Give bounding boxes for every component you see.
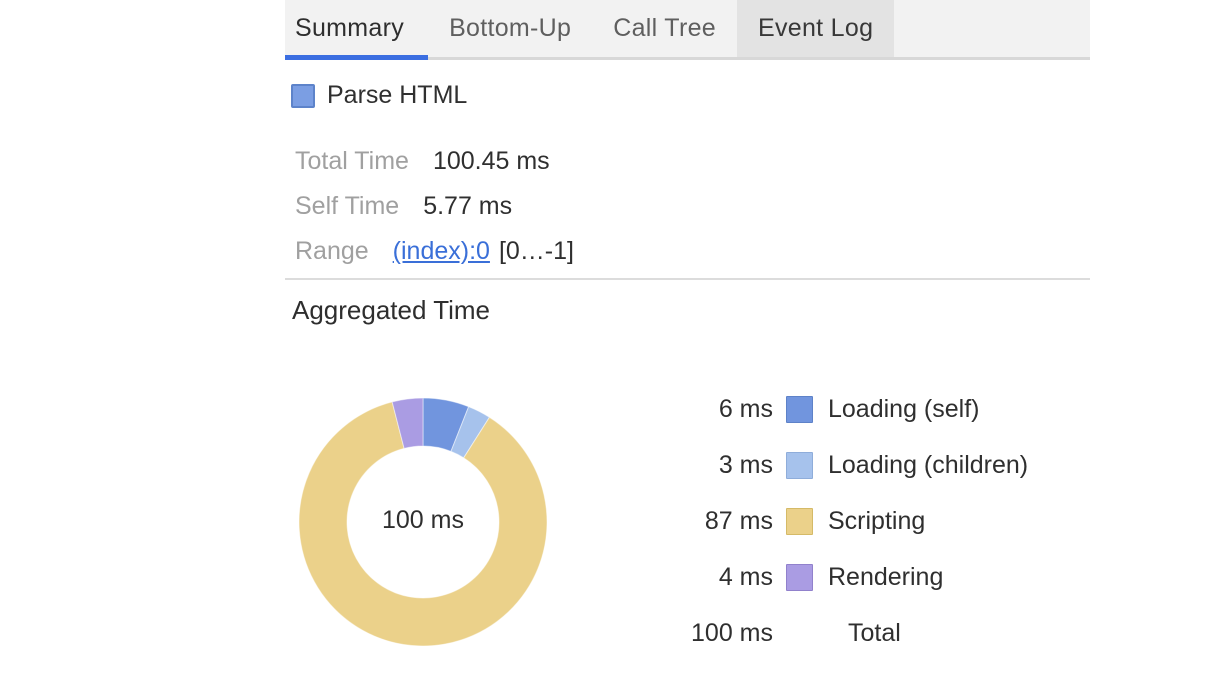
pie-slice-rendering bbox=[391, 397, 424, 449]
legend-label: Loading (children) bbox=[828, 450, 1029, 479]
legend-swatch-icon bbox=[786, 563, 813, 591]
legend-value: 3 ms bbox=[718, 450, 773, 479]
tab-bottom-up[interactable]: Bottom-Up bbox=[449, 14, 572, 42]
section-divider bbox=[285, 278, 1090, 280]
aggregated-time-title: Aggregated Time bbox=[292, 295, 491, 325]
total-time-label: Total Time bbox=[295, 147, 409, 175]
devtools-summary-panel: Summary Bottom-Up Call Tree Event Log Pa… bbox=[285, 0, 1090, 690]
pie-legend: 6 ms Loading (self) 3 ms Loading (children)… bbox=[665, 381, 1028, 661]
legend-row-loading-self: 6 ms Loading (self) bbox=[665, 381, 1028, 437]
legend-value: 100 ms bbox=[691, 618, 773, 647]
tab-summary[interactable]: Summary bbox=[285, 0, 429, 60]
event-color-swatch-icon bbox=[291, 83, 315, 108]
event-header: Parse HTML bbox=[291, 81, 467, 110]
self-time-label: Self Time bbox=[295, 192, 400, 220]
pie-slice-scripting bbox=[298, 401, 548, 647]
total-time-value: 100.45 ms bbox=[432, 147, 550, 175]
legend-row-total: 100 ms Total bbox=[665, 605, 1028, 661]
legend-label: Loading (self) bbox=[828, 394, 980, 423]
details-tabbar: Summary Bottom-Up Call Tree Event Log bbox=[285, 0, 1090, 60]
self-time-row: Self Time 5.77 ms bbox=[295, 184, 574, 229]
self-time-value: 5.77 ms bbox=[423, 192, 513, 220]
legend-row-scripting: 87 ms Scripting bbox=[665, 493, 1028, 549]
tab-call-tree[interactable]: Call Tree bbox=[613, 14, 716, 42]
legend-label: Rendering bbox=[828, 562, 944, 591]
legend-row-loading-children: 3 ms Loading (children) bbox=[665, 437, 1028, 493]
range-row: Range (index):0 [0…-1] bbox=[295, 229, 574, 274]
event-title: Parse HTML bbox=[327, 81, 468, 109]
range-label: Range bbox=[295, 237, 369, 265]
legend-swatch-icon bbox=[786, 451, 813, 479]
legend-value: 6 ms bbox=[718, 394, 773, 423]
legend-swatch-icon bbox=[786, 395, 813, 423]
legend-label: Scripting bbox=[828, 506, 926, 535]
legend-swatch-icon bbox=[786, 507, 813, 535]
aggregated-time-donut bbox=[298, 397, 548, 647]
total-time-row: Total Time 100.45 ms bbox=[295, 139, 574, 184]
legend-value: 4 ms bbox=[718, 562, 773, 591]
range-value: [0…-1] bbox=[498, 237, 574, 265]
legend-value: 87 ms bbox=[704, 506, 773, 535]
source-location-link[interactable]: (index):0 bbox=[392, 237, 490, 265]
legend-label: Total bbox=[848, 618, 901, 647]
legend-row-rendering: 4 ms Rendering bbox=[665, 549, 1028, 605]
tab-event-log[interactable]: Event Log bbox=[737, 0, 895, 57]
pie-total-label: 100 ms bbox=[382, 506, 464, 534]
event-details: Total Time 100.45 ms Self Time 5.77 ms R… bbox=[295, 139, 574, 274]
